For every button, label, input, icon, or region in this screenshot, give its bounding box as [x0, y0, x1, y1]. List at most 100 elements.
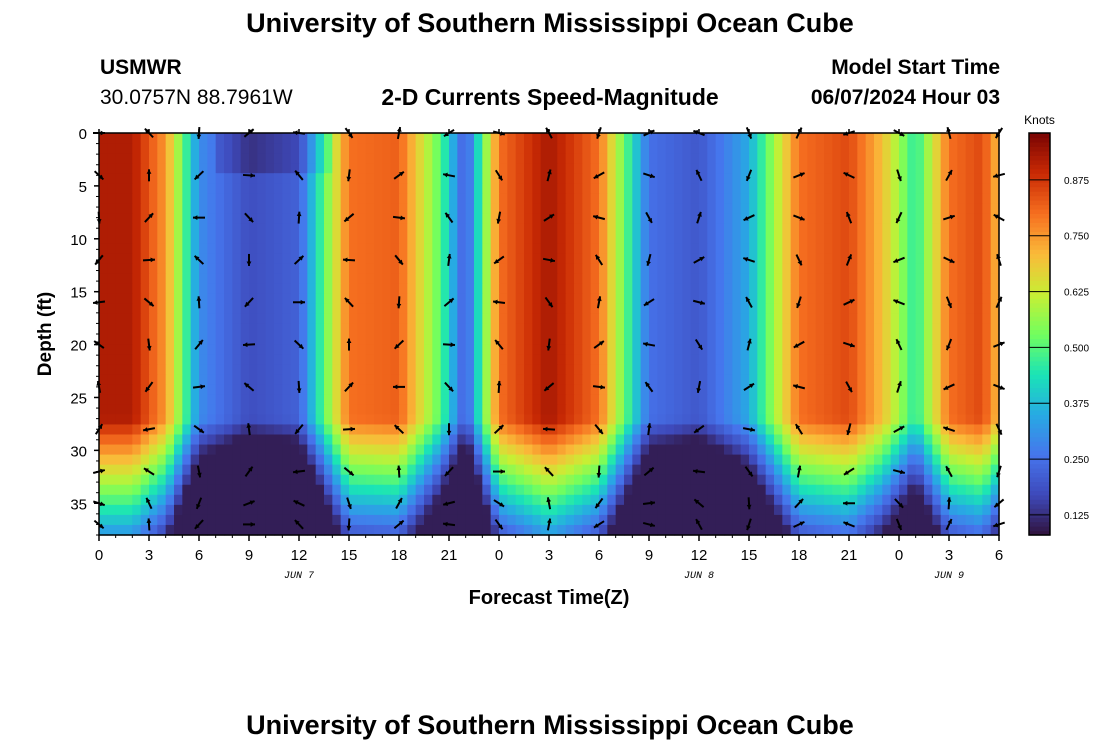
heatmap-cell — [790, 253, 800, 265]
heatmap-cell — [324, 444, 333, 456]
heatmap-cell — [782, 193, 792, 204]
heatmap-cell — [974, 183, 983, 194]
heatmap-cell — [774, 434, 783, 446]
current-arrow — [393, 519, 405, 530]
heatmap-cell — [432, 213, 442, 225]
heatmap-cell — [874, 313, 883, 325]
heatmap-cell — [307, 153, 317, 164]
heatmap-cell — [190, 273, 200, 285]
heatmap-cell — [99, 334, 108, 345]
heatmap-cell — [224, 434, 233, 446]
heatmap-cell — [424, 203, 433, 214]
x-tick-label: 15 — [741, 547, 758, 564]
heatmap-cell — [524, 323, 533, 335]
heatmap-cell — [590, 344, 600, 355]
heatmap-cell — [899, 323, 908, 335]
heatmap-cell — [857, 444, 867, 456]
heatmap-cell — [990, 354, 1000, 365]
heatmap-cell — [249, 163, 258, 174]
heatmap-cell — [249, 394, 258, 405]
heatmap-cell — [690, 163, 700, 174]
heatmap-cell — [307, 444, 317, 456]
heatmap-cell — [682, 524, 692, 536]
heatmap-cell — [757, 273, 767, 285]
heatmap-cell — [824, 163, 833, 174]
heatmap-cell — [590, 283, 600, 295]
heatmap-cell — [974, 334, 983, 345]
heatmap-cell — [674, 223, 683, 235]
heatmap-cell — [157, 193, 167, 204]
heatmap-cell — [949, 434, 958, 446]
heatmap-cell — [765, 243, 775, 255]
heatmap-cell — [707, 213, 717, 225]
heatmap-cell — [724, 484, 733, 496]
heatmap-cell — [890, 424, 900, 436]
heatmap-cell — [132, 504, 142, 516]
heatmap-cell — [982, 213, 992, 225]
heatmap-cell — [757, 133, 767, 144]
colorbar-segment — [1029, 468, 1050, 474]
heatmap-cell — [207, 243, 217, 255]
heatmap-cell — [382, 434, 392, 446]
heatmap-cell — [874, 334, 883, 345]
heatmap-cell — [740, 143, 750, 154]
heatmap-cell — [115, 133, 125, 144]
heatmap-cell — [599, 384, 608, 395]
heatmap-cell — [449, 364, 458, 375]
heatmap-cell — [282, 524, 292, 536]
heatmap-cell — [99, 273, 108, 285]
heatmap-cell — [682, 203, 692, 214]
current-arrow — [344, 381, 354, 392]
heatmap-cell — [340, 474, 350, 486]
colorbar-segment — [1029, 213, 1050, 219]
heatmap-cell — [432, 404, 442, 415]
heatmap-cell — [932, 183, 942, 194]
heatmap-cell — [257, 514, 267, 526]
heatmap-cell — [290, 153, 300, 164]
heatmap-cell — [865, 504, 875, 516]
heatmap-cell — [215, 374, 225, 385]
heatmap-cell — [432, 183, 442, 194]
heatmap-cell — [240, 414, 250, 426]
colorbar-segment — [1029, 141, 1050, 147]
heatmap-cell — [357, 293, 367, 305]
heatmap-cell — [399, 223, 408, 235]
heatmap-cell — [665, 404, 675, 415]
heatmap-cell — [407, 374, 417, 385]
heatmap-cell — [857, 263, 867, 275]
heatmap-cell — [815, 374, 825, 385]
heatmap-cell — [399, 414, 408, 426]
heatmap-cell — [157, 504, 167, 516]
heatmap-cell — [749, 153, 758, 164]
heatmap-cell — [540, 143, 550, 154]
heatmap-cell — [857, 424, 867, 436]
heatmap-cell — [790, 384, 800, 395]
x-tick-label: 21 — [441, 547, 458, 564]
heatmap-cell — [132, 153, 142, 164]
heatmap-cell — [649, 263, 658, 275]
heatmap-cell — [449, 494, 458, 506]
heatmap-cell — [382, 323, 392, 335]
heatmap-cell — [590, 213, 600, 225]
heatmap-cell — [990, 233, 1000, 245]
heatmap-cell — [157, 233, 167, 245]
heatmap-cell — [349, 374, 358, 385]
heatmap-cell — [374, 253, 383, 265]
heatmap-cell — [849, 454, 858, 466]
heatmap-cell — [574, 213, 583, 225]
heatmap-cell — [607, 424, 617, 436]
heatmap-cell — [774, 163, 783, 174]
heatmap-cell — [707, 444, 717, 456]
heatmap-cell — [790, 454, 800, 466]
heatmap-cell — [965, 334, 975, 345]
heatmap-cell — [849, 384, 858, 395]
heatmap-cell — [524, 193, 533, 204]
heatmap-cell — [624, 233, 633, 245]
heatmap-cell — [290, 213, 300, 225]
heatmap-cell — [99, 434, 108, 446]
heatmap-cell — [274, 303, 283, 315]
heatmap-cell — [115, 233, 125, 245]
heatmap-cell — [857, 323, 867, 335]
heatmap-cell — [865, 253, 875, 265]
heatmap-cell — [215, 504, 225, 516]
